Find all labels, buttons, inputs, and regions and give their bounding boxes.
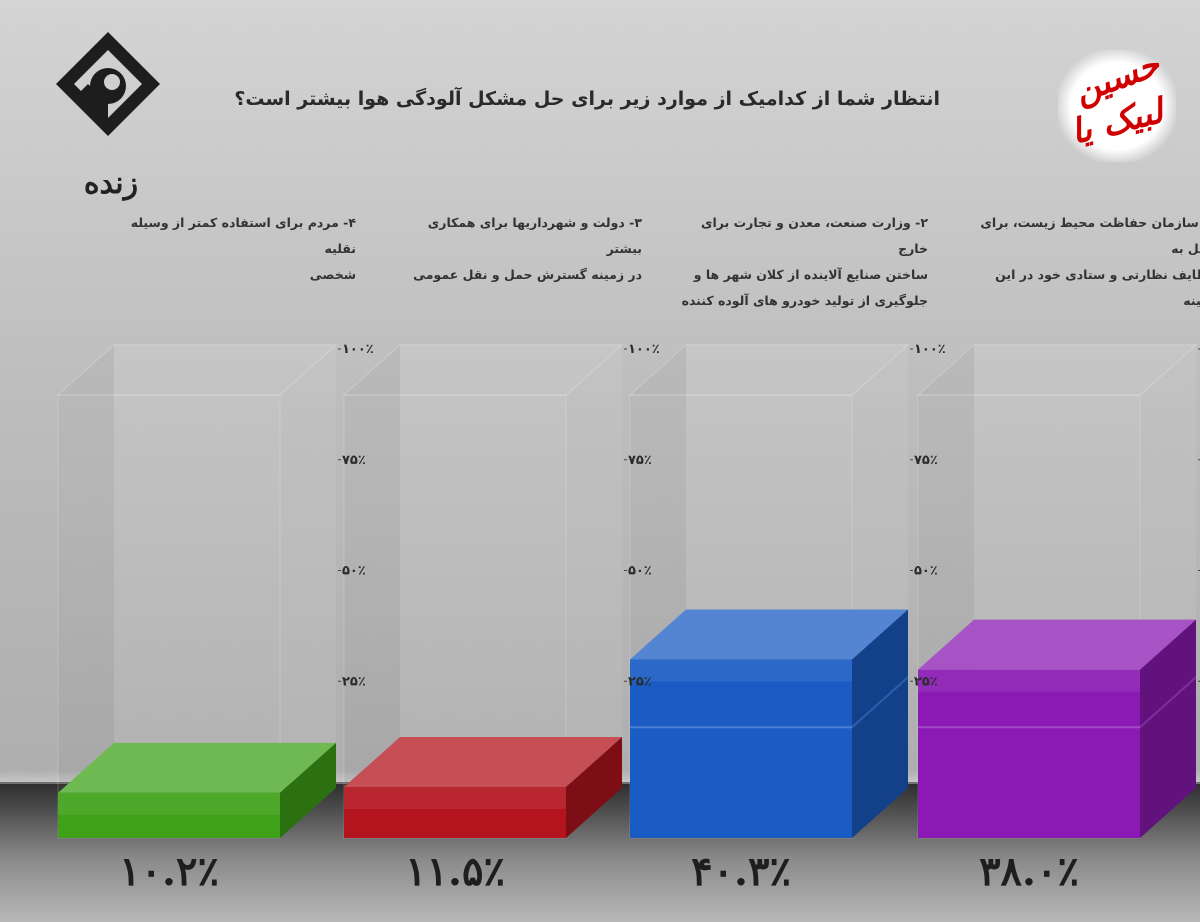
category-label-line: ساختن صنایع آلاینده از کلان شهر ها و <box>693 267 928 282</box>
category-label-3: ۳- دولت و شهرداریها برای همکاری بیشتر در … <box>392 210 642 288</box>
bar-side-face <box>852 609 908 838</box>
bar-front-face <box>918 669 1140 838</box>
bar-4 <box>58 742 336 838</box>
y-tick-label: ۱۰۰٪ <box>628 342 660 357</box>
channel-logo: زنده <box>48 28 168 201</box>
value-label-4: ۱۰.۲٪ <box>119 848 219 895</box>
bar-gloss <box>58 792 280 815</box>
category-label-4: ۴- مردم برای استفاده کمتر از وسیله نقلیه… <box>106 210 356 288</box>
y-tick-label: ۱۰۰٪ <box>342 342 374 357</box>
bar-3 <box>344 737 622 838</box>
category-label-line: وظایف نظارتی و ستادی خود در این زمینه <box>995 267 1200 308</box>
y-tick-label: ۱۰۰٪ <box>914 342 946 357</box>
bar-top-face <box>630 609 908 660</box>
bar-front-face <box>630 659 852 838</box>
bar-gloss <box>918 669 1140 692</box>
chart-title: انتظار شما از کدامیک از موارد زیر برای ح… <box>234 88 940 110</box>
bar-side-face <box>1140 619 1196 838</box>
bar-top-face <box>344 737 622 788</box>
category-label-line: ۲- وزارت صنعت، معدن و تجارت برای خارج <box>701 215 928 256</box>
bar-1 <box>918 619 1197 838</box>
bar-top-face <box>918 619 1196 670</box>
y-tick-label: ۲۵٪ <box>342 674 366 689</box>
bar-gloss <box>344 787 566 810</box>
category-label-2: ۲- وزارت صنعت، معدن و تجارت برای خارج ساخ… <box>678 210 928 314</box>
category-label-line: جلوگیری از تولید خودرو های آلوده کننده <box>681 293 928 308</box>
bar-2 <box>630 609 909 838</box>
category-label-1: ۱- سازمان حفاظت محیط زیست، برای عمل به وظ… <box>966 210 1200 314</box>
y-tick-label: ۷۵٪ <box>914 453 938 468</box>
category-label-line: شخصی <box>309 267 356 282</box>
value-label-2: ۴۰.۳٪ <box>691 848 791 895</box>
bar-top-face <box>58 742 336 793</box>
category-label-line: ۳- دولت و شهرداریها برای همکاری بیشتر <box>427 215 642 256</box>
bar-side-face <box>280 742 336 838</box>
bar-band-line <box>851 676 909 728</box>
bar-side-face <box>566 737 622 838</box>
category-label-line: در زمینه گسترش حمل و نقل عمومی <box>413 267 642 282</box>
y-tick-label: ۲۵٪ <box>628 674 652 689</box>
y-tick-label: ۵۰٪ <box>628 564 652 579</box>
glass-column-right <box>566 345 622 838</box>
bar-front-face <box>344 787 566 838</box>
value-label-3: ۱۱.۵٪ <box>405 848 505 895</box>
bar-front-face <box>58 792 280 838</box>
y-tick-label: ۷۵٪ <box>342 453 366 468</box>
y-tick-label: ۲۵٪ <box>914 674 938 689</box>
y-tick-label: ۵۰٪ <box>342 564 366 579</box>
y-tick-label: ۷۵٪ <box>628 453 652 468</box>
tv-channel-logo-icon <box>56 32 160 136</box>
bar-band-line <box>1139 676 1197 728</box>
value-label-1: ۳۸.۰٪ <box>979 848 1079 895</box>
y-tick-label: ۵۰٪ <box>914 564 938 579</box>
category-label-line: ۴- مردم برای استفاده کمتر از وسیله نقلیه <box>130 215 356 256</box>
bar-gloss <box>630 659 852 682</box>
glass-column-right <box>280 345 336 838</box>
category-label-line: ۱- سازمان حفاظت محیط زیست، برای عمل به <box>980 215 1200 256</box>
channel-logo-text: زنده <box>83 166 139 201</box>
campaign-logo: حسین لبیک یا <box>1058 44 1176 162</box>
